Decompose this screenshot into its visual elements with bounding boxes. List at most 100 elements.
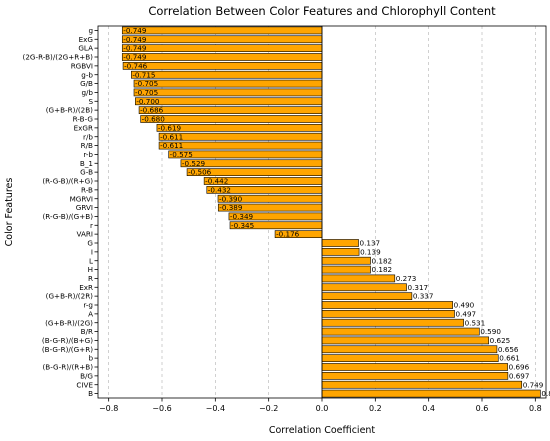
bar xyxy=(321,274,396,283)
y-tick-label: b xyxy=(88,354,93,363)
y-tick-label: (G+B-R)/(2B) xyxy=(46,106,93,115)
bar-value-label: 0.182 xyxy=(372,256,393,265)
bar-value-label: -0.432 xyxy=(208,185,231,194)
y-tick-label: (B-G-R)/(R+B) xyxy=(42,363,93,372)
y-tick-label: I xyxy=(91,247,93,256)
x-tick-label: −0.8 xyxy=(99,404,118,413)
y-tick-label: H xyxy=(88,265,93,274)
y-tick-label: G/B xyxy=(80,79,93,88)
bar-value-label: 0.531 xyxy=(465,318,486,327)
bar-value-label: -0.506 xyxy=(188,168,212,177)
bar-value-label: 0.497 xyxy=(456,309,477,318)
x-axis-label: Correlation Coefficient xyxy=(269,425,376,436)
bar xyxy=(321,354,499,362)
bar xyxy=(321,301,453,309)
bar xyxy=(156,124,323,132)
bar xyxy=(321,363,508,371)
y-tick-label: B xyxy=(88,389,93,398)
bar xyxy=(321,248,360,256)
bar xyxy=(321,372,509,380)
bar-value-label: 0.656 xyxy=(498,345,519,354)
bar xyxy=(321,389,541,398)
bar-value-label: -0.746 xyxy=(124,61,148,70)
bar xyxy=(321,283,407,292)
y-tick-label: L xyxy=(89,256,93,265)
bar xyxy=(121,44,323,52)
y-tick-label: GLA xyxy=(78,44,93,53)
bar-value-label: -0.529 xyxy=(182,159,206,168)
y-tick-label: GRVI xyxy=(76,203,93,212)
bar xyxy=(321,292,413,300)
bar-value-label: -0.611 xyxy=(160,132,183,141)
bar xyxy=(131,70,323,79)
bar-value-label: 0.139 xyxy=(360,247,381,256)
bar-value-label: -0.705 xyxy=(135,88,158,97)
y-tick-label: (B-G-R)/(G+R) xyxy=(42,345,93,354)
bar xyxy=(321,239,359,247)
bar-value-label: 0.137 xyxy=(360,239,381,248)
bar-value-label: 0.697 xyxy=(509,371,530,380)
y-tick-label: (B-G-R)/(B+G) xyxy=(42,336,93,345)
y-tick-label: (G+B-R)/(2R) xyxy=(46,292,94,301)
y-tick-label: ExG xyxy=(79,35,93,44)
y-tick-label: (G+B-R)/(2G) xyxy=(45,318,93,327)
x-tick-label: −0.6 xyxy=(152,404,171,413)
bar-value-label: -0.390 xyxy=(219,194,243,203)
y-tick-label: ExR xyxy=(79,283,93,292)
bar-value-label: 0.749 xyxy=(523,380,544,389)
y-tick-label: (R-G-B)/(G+B) xyxy=(42,212,93,221)
x-tick-label: −0.4 xyxy=(206,404,225,413)
y-tick-label: R-B-G xyxy=(73,115,93,124)
y-tick-label: S xyxy=(88,97,93,106)
y-tick-label: MGRVI xyxy=(70,194,93,203)
bar xyxy=(138,106,323,114)
y-tick-label: r-b xyxy=(83,150,93,159)
bar xyxy=(121,53,323,61)
bar-value-label: -0.715 xyxy=(132,70,155,79)
bar-value-label: -0.176 xyxy=(276,230,300,239)
bar xyxy=(158,141,323,150)
y-tick-label: (R-G-B)/(R+G) xyxy=(42,177,93,186)
y-tick-label: ExGR xyxy=(74,123,93,132)
bar-value-label: -0.749 xyxy=(123,44,147,53)
bar-value-label: -0.349 xyxy=(230,212,254,221)
bar xyxy=(158,132,323,141)
y-tick-label: R/B xyxy=(81,141,93,150)
y-tick-label: r xyxy=(90,221,93,230)
x-tick-label: −0.2 xyxy=(259,404,278,413)
bar-value-label: -0.345 xyxy=(231,221,254,230)
bar-value-label: 0.625 xyxy=(490,336,511,345)
y-tick-label: g xyxy=(88,26,93,35)
bar xyxy=(321,256,371,265)
y-tick-label: g/b xyxy=(81,88,93,97)
chart-title: Correlation Between Color Features and C… xyxy=(148,4,496,18)
y-tick-label: (2G-R-B)/(2G+R+B) xyxy=(23,53,94,62)
bar-value-label: 0.317 xyxy=(408,283,429,292)
x-tick-label: 0.4 xyxy=(422,404,435,413)
y-tick-label: VARI xyxy=(77,230,94,239)
y-tick-label: B/G xyxy=(80,371,93,380)
bar xyxy=(133,88,323,97)
bar-value-label: -0.389 xyxy=(219,203,243,212)
y-tick-label: R-B xyxy=(81,185,93,194)
bar-value-label: 0.590 xyxy=(480,327,501,336)
bar-value-label: -0.619 xyxy=(158,123,182,132)
bar-value-label: -0.680 xyxy=(142,115,166,124)
bar xyxy=(321,336,489,345)
bar-value-label: 0.273 xyxy=(396,274,417,283)
value-labels: -0.749-0.749-0.749-0.749-0.746-0.715-0.7… xyxy=(123,26,550,398)
bar-value-label: -0.611 xyxy=(160,141,183,150)
x-axis: −0.8 −0.6 −0.4 −0.2 0.0 0.2 0.4 0.6 0.8 xyxy=(99,398,542,413)
bar-value-label: 0.661 xyxy=(499,354,520,363)
x-tick-label: 0.8 xyxy=(529,404,542,413)
bar-value-label: -0.749 xyxy=(123,53,147,62)
y-tick-label: G xyxy=(87,239,93,248)
bar-value-label: 0.182 xyxy=(372,265,393,274)
y-tick-label: g-b xyxy=(81,70,93,79)
bar-value-label: -0.686 xyxy=(140,106,164,115)
x-tick-label: 0.2 xyxy=(369,404,382,413)
bar xyxy=(121,35,323,44)
bar-value-label: -0.442 xyxy=(205,177,228,186)
bars xyxy=(121,26,541,398)
bar xyxy=(121,26,323,35)
